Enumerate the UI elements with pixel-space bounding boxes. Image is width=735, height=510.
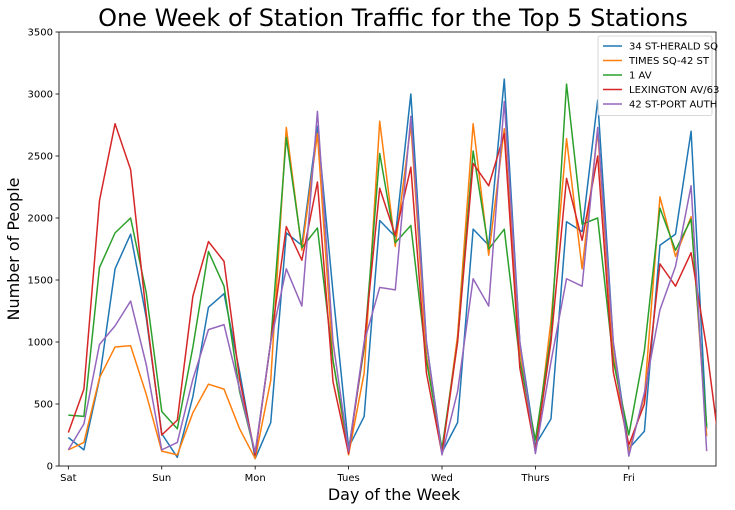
series-line-5	[67, 100, 708, 457]
y-tick-label: 1500	[28, 276, 53, 287]
series-line-1	[67, 78, 708, 460]
legend-label: 42 ST-PORT AUTH	[629, 100, 717, 111]
x-tick-label: Sun	[152, 473, 171, 484]
series-line-4	[67, 123, 716, 456]
x-tick-label: Tues	[336, 473, 359, 484]
y-tick-label: 1000	[28, 338, 53, 349]
y-tick-label: 3500	[28, 28, 53, 39]
series-lines	[67, 78, 716, 460]
x-axis-ticks: Sat Sun Mon Tues Wed Thurs Fri	[60, 466, 635, 484]
plot-frame	[58, 31, 717, 467]
legend-label: 1 AV	[629, 71, 652, 82]
x-axis-label: Day of the Week	[328, 485, 461, 504]
y-axis-ticks: 0 500 1000 1500 2000 2500 3000 3500	[28, 28, 59, 473]
y-tick-label: 0	[47, 462, 53, 473]
legend-box	[597, 35, 713, 116]
x-tick-label: Sat	[60, 473, 76, 484]
plot-area: Sat Sun Mon Tues Wed Thurs Fri 0 500 1000 1500 200…	[28, 28, 717, 484]
x-tick-label: Wed	[431, 473, 453, 484]
legend-label: TIMES SQ-42 ST	[628, 56, 710, 67]
series-line-3	[68, 83, 708, 455]
x-tick-label: Fri	[623, 473, 635, 484]
y-axis-label: Number of People	[4, 177, 23, 320]
legend: 34 ST-HERALD SQ TIMES SQ-42 ST 1 AV LEXINGT…	[597, 35, 719, 116]
y-tick-label: 2000	[28, 214, 53, 225]
chart-title: One Week of Station Traffic for the Top …	[98, 4, 688, 32]
y-tick-label: 2500	[28, 152, 53, 163]
x-tick-label: Mon	[245, 473, 266, 484]
legend-label: LEXINGTON AV/63	[629, 85, 719, 96]
y-tick-label: 3000	[28, 90, 53, 101]
series-line-2	[68, 120, 708, 460]
legend-label: 34 ST-HERALD SQ	[629, 42, 718, 53]
y-tick-label: 500	[34, 400, 53, 411]
legend-items: 34 ST-HERALD SQ TIMES SQ-42 ST 1 AV LEXINGT…	[603, 42, 719, 111]
x-tick-label: Thurs	[520, 473, 549, 484]
